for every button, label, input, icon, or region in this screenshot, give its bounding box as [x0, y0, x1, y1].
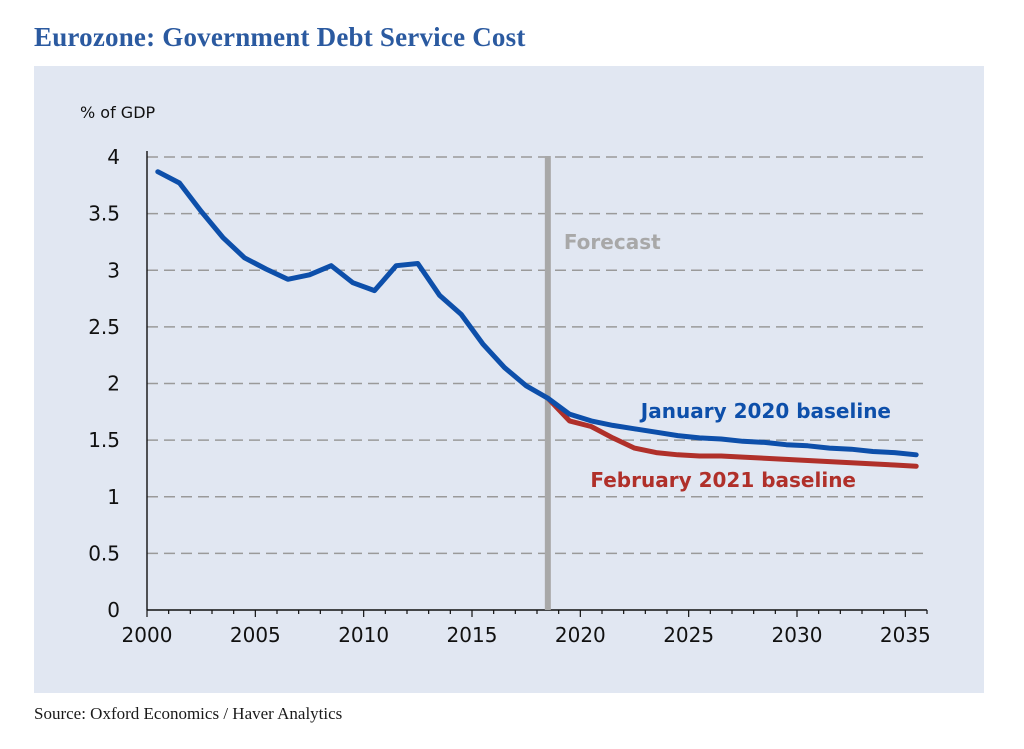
- y-tick-label: 0.5: [88, 541, 120, 565]
- y-tick-label: 2: [107, 372, 120, 396]
- x-tick-label: 2005: [230, 623, 281, 647]
- january-2020-series-label: January 2020 baseline: [639, 399, 891, 423]
- february-2021-series-line: [545, 395, 919, 469]
- x-tick-label: 2015: [447, 623, 498, 647]
- x-tick-label: 2035: [880, 623, 931, 647]
- y-tick-label: 3.5: [88, 202, 120, 226]
- x-tick-label: 2020: [555, 623, 606, 647]
- forecast-label: Forecast: [564, 230, 661, 254]
- x-tick-label: 2025: [663, 623, 714, 647]
- x-tick-label: 2000: [122, 623, 173, 647]
- x-tick-label: 2010: [338, 623, 389, 647]
- january-2020-series-line: [155, 169, 919, 458]
- chart-title: Eurozone: Government Debt Service Cost: [34, 22, 526, 52]
- y-axis-unit-label: % of GDP: [80, 103, 156, 122]
- chart-svg: 0 0.5 1 1.5 2 2.5 3 3.5 4 2000 2005 2010 2015 2020 202…: [80, 103, 931, 647]
- chart-panel: 0 0.5 1 1.5 2 2.5 3 3.5 4 2000 2005 2010 2015 2020 202…: [34, 66, 984, 693]
- source-note: Source: Oxford Economics / Haver Analyti…: [34, 704, 343, 723]
- y-tick-label: 1: [107, 485, 120, 509]
- y-tick-label: 4: [107, 145, 120, 169]
- y-tick-label: 1.5: [88, 428, 120, 452]
- y-tick-label: 3: [107, 258, 120, 282]
- y-tick-label: 2.5: [88, 315, 120, 339]
- y-tick-label: 0: [107, 598, 120, 622]
- february-2021-series-label: February 2021 baseline: [590, 468, 856, 492]
- x-tick-label: 2030: [772, 623, 823, 647]
